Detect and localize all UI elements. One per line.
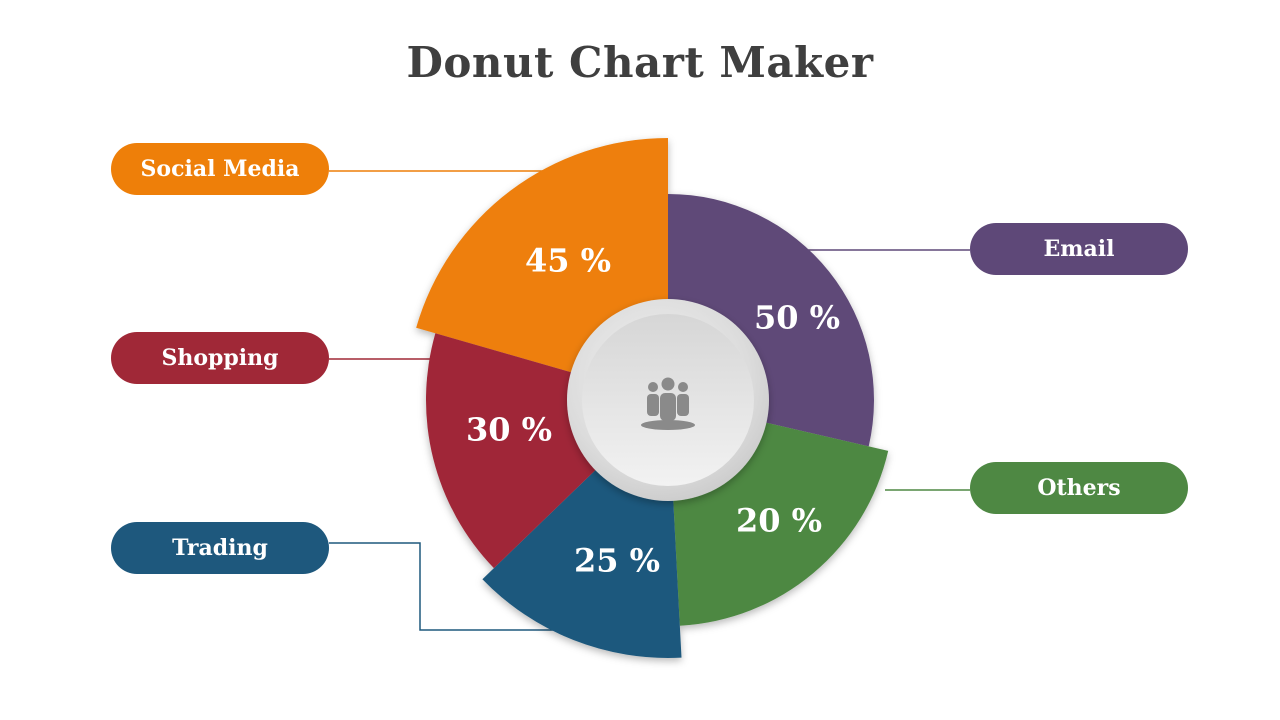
legend-label-shopping: Shopping [161,345,279,371]
connector-line-trading [329,542,565,631]
slice-shopping [425,333,604,569]
legend-label-others: Others [1037,475,1121,501]
people-group-icon [641,377,695,430]
slice-value-trading: 25 % [574,542,660,580]
slice-value-others: 20 % [736,502,822,540]
slice-trading [482,462,682,658]
legend-pill-shopping: Shopping [111,332,329,384]
slice-email [668,194,874,447]
slice-value-social-media: 45 % [525,242,611,280]
legend-label-trading: Trading [172,535,268,561]
legend-label-social-media: Social Media [140,156,300,182]
slice-social-media [416,138,668,376]
legend-pill-trading: Trading [111,522,329,574]
page-title: Donut Chart Maker [406,38,874,87]
legend-pill-social-media: Social Media [111,143,329,195]
legend-label-email: Email [1043,236,1115,262]
slice-value-email: 50 % [754,299,840,337]
legend-pill-email: Email [970,223,1188,275]
legend-pill-others: Others [970,462,1188,514]
slice-value-shopping: 30 % [466,411,552,449]
